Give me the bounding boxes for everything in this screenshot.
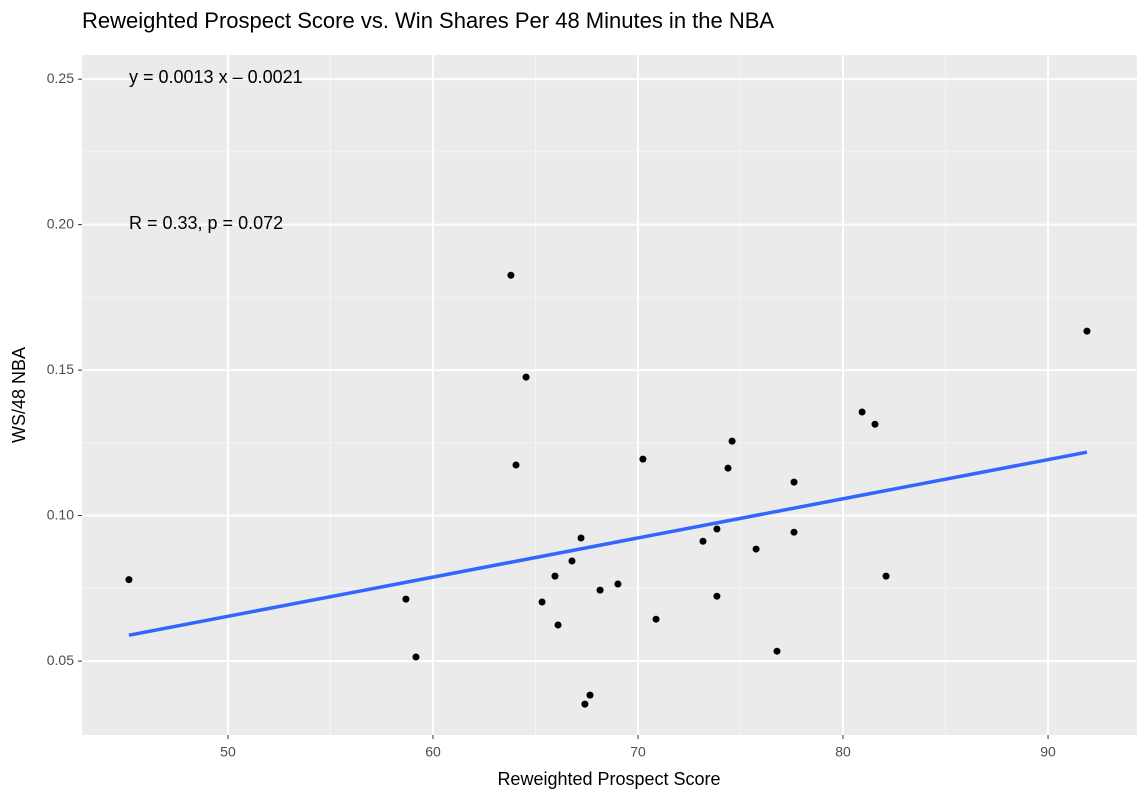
x-tick-label: 70	[630, 744, 646, 760]
point	[882, 572, 890, 580]
annotation: y = 0.0013 x – 0.0021	[129, 67, 303, 87]
point	[713, 592, 721, 600]
y-tick-label: 0.10	[47, 506, 74, 522]
point	[577, 534, 585, 542]
point	[724, 464, 732, 472]
point	[522, 373, 530, 381]
point	[554, 621, 562, 629]
annotation: R = 0.33, p = 0.072	[129, 213, 283, 233]
point	[538, 598, 546, 606]
x-axis-label: Reweighted Prospect Score	[497, 769, 720, 789]
point	[752, 545, 760, 553]
x-tick-label: 60	[425, 744, 441, 760]
point	[512, 461, 520, 469]
y-tick-label: 0.15	[47, 361, 74, 377]
point	[858, 408, 866, 416]
point	[568, 557, 576, 565]
point	[596, 586, 604, 594]
grid	[82, 55, 1137, 735]
y-axis-label: WS/48 NBA	[9, 347, 29, 443]
point	[507, 271, 515, 279]
point	[699, 537, 707, 545]
y-tick-label: 0.20	[47, 215, 74, 231]
point	[614, 580, 622, 588]
point	[639, 455, 647, 463]
panel	[82, 55, 1137, 735]
point	[402, 595, 410, 603]
point	[581, 700, 589, 708]
point	[728, 437, 736, 445]
point	[1083, 327, 1091, 335]
point	[551, 572, 559, 580]
point	[790, 528, 798, 536]
point	[871, 420, 879, 428]
point	[790, 478, 798, 486]
point	[412, 653, 420, 661]
point	[713, 525, 721, 533]
point	[773, 647, 781, 655]
y-tick-label: 0.05	[47, 652, 74, 668]
chart-title: Reweighted Prospect Score vs. Win Shares…	[82, 8, 774, 33]
point	[586, 691, 594, 699]
x-tick-label: 90	[1040, 744, 1056, 760]
y-tick-label: 0.25	[47, 70, 74, 86]
x-tick-label: 50	[220, 744, 236, 760]
point	[125, 576, 133, 584]
fit-line	[128, 450, 1088, 637]
point	[652, 615, 660, 623]
x-tick-label: 80	[835, 744, 851, 760]
